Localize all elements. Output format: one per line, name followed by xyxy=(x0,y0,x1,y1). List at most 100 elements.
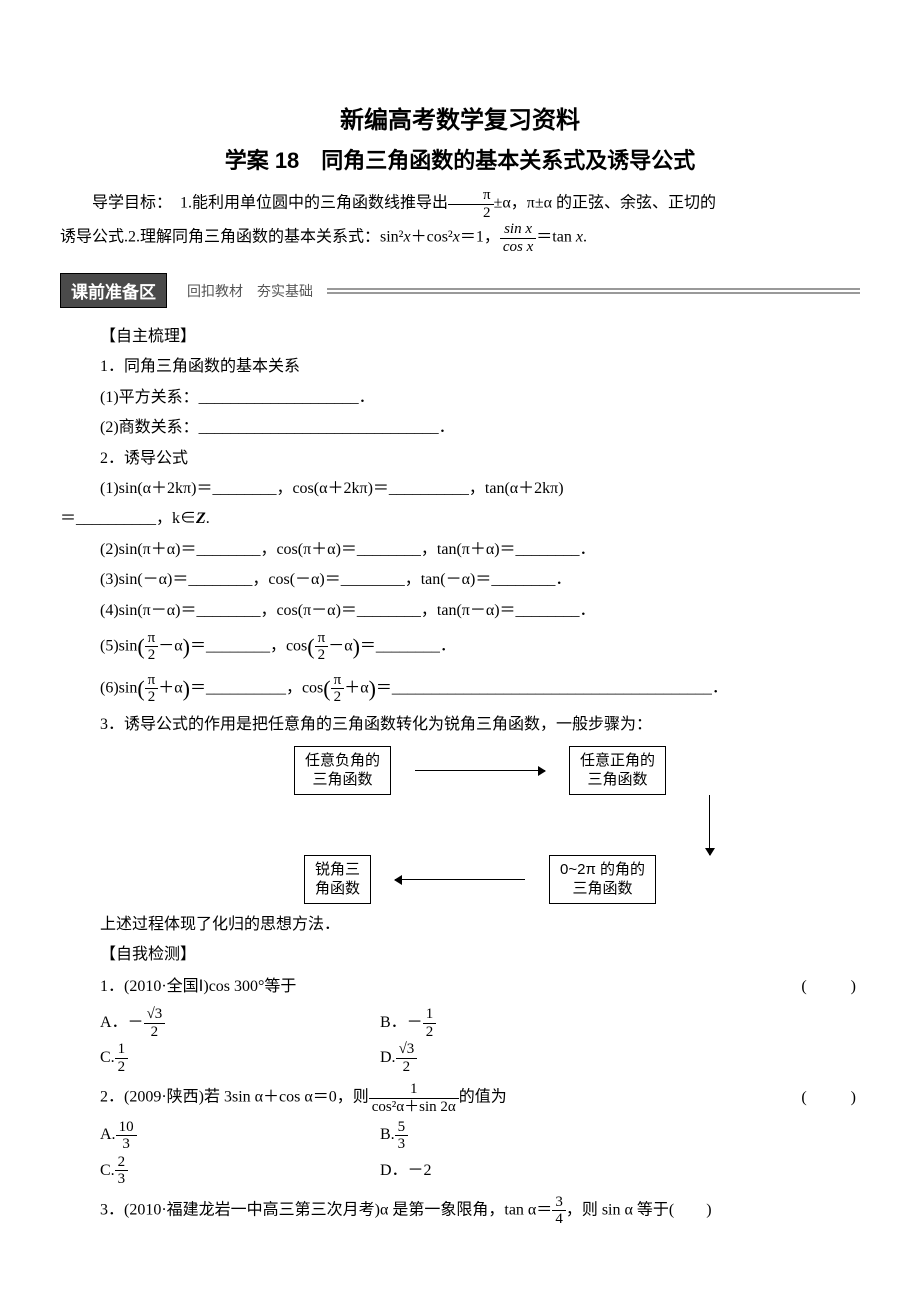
q1-opts: A．－√32 C.12 B．－12 D.√32 xyxy=(100,1005,860,1076)
s2-l1a: (1)sin(α＋2kπ)＝________，cos(α＋2kπ)＝______… xyxy=(100,474,860,504)
q1-A: A．－√32 xyxy=(100,1005,380,1040)
intro-para: 导学目标： 1.能利用单位圆中的三角函数线推导出π2±α，π±α 的正弦、余弦、… xyxy=(60,187,860,221)
section-bar-sub: 回扣教材 夯实基础 xyxy=(187,281,313,301)
arrow-right-icon xyxy=(415,770,545,772)
q1-D-den: 2 xyxy=(396,1059,418,1076)
q2-A-den: 3 xyxy=(116,1136,137,1153)
s2-l6-21: 2 xyxy=(145,689,159,706)
intro-plus: ＋cos² xyxy=(411,229,453,246)
q3-num: 3 xyxy=(552,1194,566,1212)
s2-l6-pa2: ＋α xyxy=(344,679,368,696)
s2-Z: Z xyxy=(196,510,206,527)
q2-row: 2．(2009·陕西)若 3sin α＋cos α＝0，则1cos²α＋sin … xyxy=(100,1081,860,1115)
intro-pm: ±α，π±α 的正弦、余弦、正切的 xyxy=(494,195,716,212)
s2-l6c: ＝_______________________________________… xyxy=(376,679,728,696)
intro-eqtan: ＝tan xyxy=(536,229,576,246)
s2-l5-21: 2 xyxy=(145,647,159,664)
intro-sinx: sin x xyxy=(500,221,536,239)
s2-l5-ma1: －α xyxy=(158,637,182,654)
s2-l4: (4)sin(π－α)＝________，cos(π－α)＝________，t… xyxy=(100,596,860,626)
q2-B-lab: B. xyxy=(380,1126,395,1143)
q1-C-num: 1 xyxy=(115,1041,129,1059)
q1-A-lab: A．－ xyxy=(100,1014,144,1031)
q1-paren: ( ) xyxy=(801,971,860,1003)
intro-x3: x xyxy=(576,229,583,246)
q1-C-den: 2 xyxy=(115,1059,129,1076)
q1-D-num: √3 xyxy=(396,1041,418,1059)
q1-B-den: 2 xyxy=(423,1024,437,1041)
q1-B: B．－12 xyxy=(380,1005,660,1040)
q2-B: B.53 xyxy=(380,1117,660,1152)
s2-l6-22: 2 xyxy=(331,689,345,706)
arrow-down-icon xyxy=(709,795,711,855)
q2-A-lab: A. xyxy=(100,1126,116,1143)
q2-paren: ( ) xyxy=(801,1082,860,1114)
intro-frac-num: π xyxy=(448,187,494,205)
section-bar: 课前准备区 回扣教材 夯实基础 xyxy=(60,273,860,308)
intro-eq1: ＝1， xyxy=(460,229,500,246)
s2-h: 2．诱导公式 xyxy=(100,444,860,474)
s2-l5-pi2: π xyxy=(315,630,329,648)
q2-stem-a: 2．(2009·陕西)若 3sin α＋cos α＝0，则 xyxy=(100,1089,369,1106)
intro-x1: x xyxy=(403,229,410,246)
intro-x2: x xyxy=(453,229,460,246)
flow-box-1: 任意负角的 三角函数 xyxy=(294,746,391,795)
s2-l5: (5)sin(π2－α)＝________，cos(π2－α)＝________… xyxy=(100,626,860,668)
s2-l6: (6)sin(π2＋α)＝__________，cos(π2＋α)＝______… xyxy=(100,668,860,710)
intro-l2a: 诱导公式.2.理解同角三角函数的基本关系式：sin² xyxy=(60,229,403,246)
q3-stem-b: ，则 sin α 等于( ) xyxy=(566,1202,712,1219)
q1-B-num: 1 xyxy=(423,1006,437,1024)
zwjc-heading: 【自我检测】 xyxy=(100,940,860,970)
s2-l1b: ＝__________，k∈ xyxy=(60,510,196,527)
arrow-left-icon xyxy=(395,879,525,881)
q2-C-lab: C. xyxy=(100,1162,115,1179)
q1-D: D.√32 xyxy=(380,1040,660,1075)
zzsl-heading: 【自主梳理】 xyxy=(100,322,860,352)
s3-h: 3．诱导公式的作用是把任意角的三角函数转化为锐角三角函数，一般步骤为： xyxy=(100,710,860,740)
flow-box-4: 0~2π 的角的 三角函数 xyxy=(549,855,656,904)
s2-l5-ma2: －α xyxy=(328,637,352,654)
s2-l6-pa1: ＋α xyxy=(158,679,182,696)
intro-frac-den: 2 xyxy=(448,205,494,222)
s2-l3: (3)sin(－α)＝________，cos(－α)＝________，tan… xyxy=(100,565,860,595)
q1-B-lab: B．－ xyxy=(380,1014,423,1031)
q3-den: 4 xyxy=(552,1211,566,1228)
intro-dot: . xyxy=(583,229,587,246)
s2-l5-pi1: π xyxy=(145,630,159,648)
s2-l1c: . xyxy=(206,510,210,527)
s2-l5b: ＝________，cos xyxy=(190,637,307,654)
s1-h: 1．同角三角函数的基本关系 xyxy=(100,352,860,382)
q2-C-num: 2 xyxy=(115,1154,129,1172)
q1-D-lab: D. xyxy=(380,1049,396,1066)
doc-title-main: 学案 18 同角三角函数的基本关系式及诱导公式 xyxy=(60,143,860,175)
q2-stem-b: 的值为 xyxy=(459,1089,507,1106)
s3-end: 上述过程体现了化归的思想方法． xyxy=(100,910,860,940)
q2-D: D．－2 xyxy=(380,1153,660,1188)
q2-A: A.103 xyxy=(100,1117,380,1152)
q1-row: 1．(2010·全国Ⅰ)cos 300°等于 ( ) xyxy=(100,971,860,1003)
flow-box-3: 锐角三 角函数 xyxy=(304,855,371,904)
s2-l6-pi2: π xyxy=(331,672,345,690)
q1-C-lab: C. xyxy=(100,1049,115,1066)
q2-stem: 2．(2009·陕西)若 3sin α＋cos α＝0，则1cos²α＋sin … xyxy=(100,1081,801,1115)
q1-A-num: √3 xyxy=(144,1006,166,1024)
q2-frac-den: cos²α＋sin 2α xyxy=(369,1099,459,1116)
intro-lead: 导学目标： 1.能利用单位圆中的三角函数线推导出 xyxy=(92,195,448,212)
intro-para2: 诱导公式.2.理解同角三角函数的基本关系式：sin²x＋cos²x＝1，sin … xyxy=(60,221,860,255)
q2-B-den: 3 xyxy=(395,1136,409,1153)
section-bar-label: 课前准备区 xyxy=(60,273,167,308)
q2-C-den: 3 xyxy=(115,1171,129,1188)
s2-l6a: (6)sin xyxy=(100,679,137,696)
flow-box-2: 任意正角的 三角函数 xyxy=(569,746,666,795)
q3-stem: 3．(2010·福建龙岩一中高三第三次月考)α 是第一象限角，tan α＝34，… xyxy=(100,1194,860,1228)
q2-opts: A.103 C.23 B.53 D．－2 xyxy=(100,1117,860,1188)
section-bar-rule xyxy=(327,288,860,294)
intro-cosx: cos x xyxy=(500,239,536,256)
q1-C: C.12 xyxy=(100,1040,380,1075)
q2-A-num: 10 xyxy=(116,1119,137,1137)
s1-l2: (2)商数关系：______________________________． xyxy=(100,413,860,443)
flow-diagram: 任意负角的 三角函数 任意正角的 三角函数 锐角三 角函数 0~2π 的角的 三… xyxy=(100,746,860,904)
q2-C: C.23 xyxy=(100,1153,380,1188)
q1-stem: 1．(2010·全国Ⅰ)cos 300°等于 xyxy=(100,971,801,1003)
q1-A-den: 2 xyxy=(144,1024,166,1041)
